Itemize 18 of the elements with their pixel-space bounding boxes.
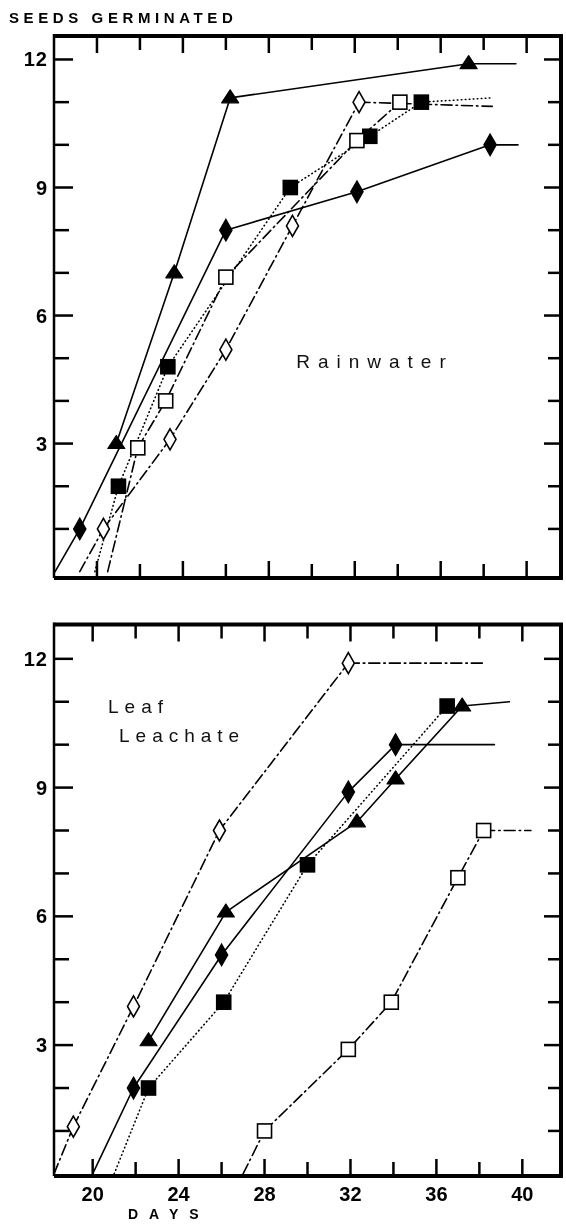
x-tick-label: 36 [425,1183,448,1205]
y-tick-label: 6 [35,304,48,327]
x-tick-label: 40 [511,1183,534,1205]
y-tick-label: 3 [35,1034,48,1057]
y-tick-label: 9 [35,776,48,799]
x-tick-label: 24 [167,1183,191,1205]
x-tick-label: 20 [81,1183,104,1205]
x-tick-label: 28 [253,1183,276,1205]
annotation: Rainwater [296,351,454,372]
x-tick-label: 32 [339,1183,362,1205]
y-tick-label: 6 [35,905,48,928]
annotation: Leaf Leachate [108,696,246,746]
y-tick-label: 12 [23,647,48,670]
y-axis-title: SEEDS GERMINATED [9,9,238,26]
y-tick-label: 9 [35,176,48,199]
y-tick-label: 3 [35,432,48,455]
y-tick-label: 12 [23,48,48,71]
x-axis-title: DAYS [128,1206,210,1222]
